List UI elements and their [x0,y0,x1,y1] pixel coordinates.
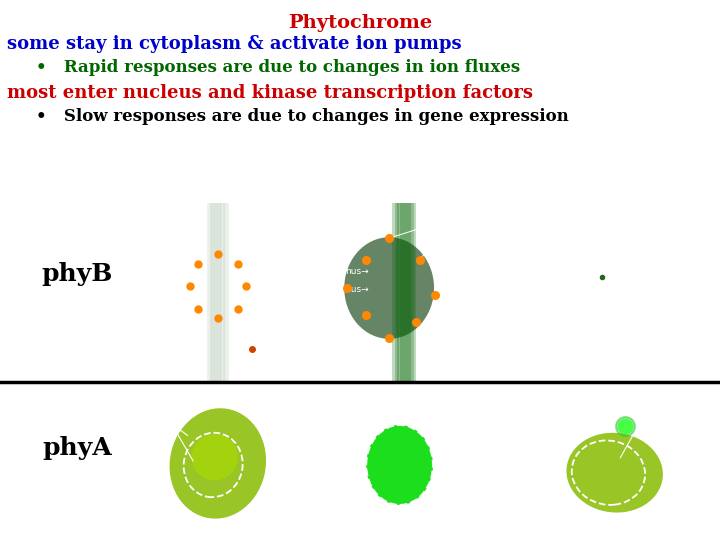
Text: pFR: pFR [510,213,546,231]
Text: •   Slow responses are due to changes in gene expression: • Slow responses are due to changes in g… [36,108,569,125]
Text: •   Rapid responses are due to changes in ion fluxes: • Rapid responses are due to changes in … [36,59,520,76]
Ellipse shape [567,433,663,512]
Text: el: el [639,406,649,416]
Text: D: D [147,213,161,231]
Ellipse shape [192,434,238,481]
Text: nus→: nus→ [346,285,369,294]
Text: pFR: pFR [510,393,546,410]
Text: most enter nucleus and kinase transcription factors: most enter nucleus and kinase transcript… [7,84,534,102]
Text: pR: pR [302,213,326,231]
Text: el: el [446,217,455,227]
Text: el: el [623,217,632,227]
Text: some stay in cytoplasm & activate ion pumps: some stay in cytoplasm & activate ion pu… [7,35,462,53]
Text: cFR: cFR [302,393,336,410]
Text: el: el [165,414,174,424]
Ellipse shape [366,425,433,505]
Text: el: el [240,293,269,306]
Ellipse shape [344,237,434,339]
Text: Phytochrome: Phytochrome [288,14,432,31]
Text: phyB: phyB [42,262,113,286]
Ellipse shape [170,408,266,518]
Text: D: D [147,393,161,410]
Text: nus→: nus→ [346,267,369,276]
Text: phyA: phyA [42,436,112,460]
